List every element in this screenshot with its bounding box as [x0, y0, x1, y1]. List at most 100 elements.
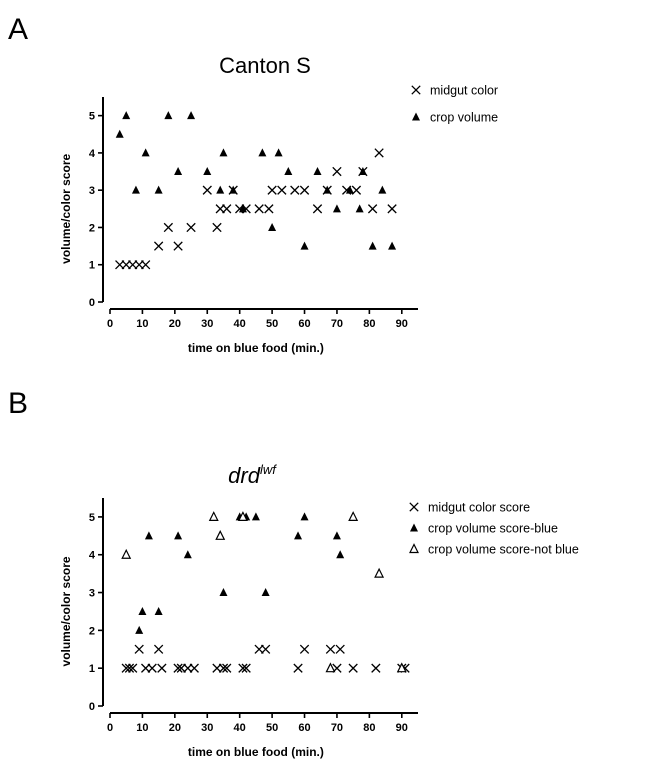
y-axis-label: volume/color score: [59, 153, 73, 263]
y-tick-label: 4: [89, 550, 96, 562]
data-point: [388, 241, 397, 250]
x-tick-label: 0: [107, 318, 113, 330]
data-point: [219, 148, 228, 157]
data-point: [336, 550, 345, 559]
x-tick-label: 60: [298, 318, 310, 330]
data-point: [264, 204, 274, 214]
x-tick-label: 50: [266, 318, 278, 330]
data-point: [216, 185, 225, 194]
data-point: [153, 241, 164, 251]
data-point: [144, 531, 153, 540]
data-point: [313, 167, 322, 176]
y-tick-label: 2: [89, 625, 95, 637]
y-tick-label: 3: [89, 588, 95, 600]
x-tick-label: 30: [201, 722, 213, 734]
data-point: [367, 204, 378, 214]
data-point: [300, 512, 309, 521]
x-tick-label: 40: [234, 722, 246, 734]
data-point: [261, 588, 270, 597]
x-tick-label: 80: [363, 722, 375, 734]
legend-entry: crop volume score-blue: [410, 522, 558, 536]
data-point: [345, 185, 354, 194]
data-point: [387, 204, 397, 214]
data-point: [121, 548, 132, 559]
data-point: [189, 663, 199, 673]
data-point: [173, 241, 183, 251]
data-point: [219, 588, 228, 597]
data-point: [222, 663, 232, 673]
data-point: [374, 148, 384, 158]
legend-entry: midgut color score: [409, 501, 530, 515]
panel-b-legend: midgut color score crop volume score-blue…: [409, 501, 579, 557]
data-point: [258, 148, 267, 157]
data-point: [154, 185, 163, 194]
data-point: [378, 185, 387, 194]
panel-letter-a: A: [8, 13, 28, 46]
data-point: [267, 185, 277, 195]
data-point: [260, 644, 271, 654]
data-point: [173, 663, 183, 673]
panel-a-title: Canton S: [219, 53, 311, 78]
x-tick-label: 70: [331, 722, 343, 734]
data-point: [348, 511, 359, 522]
data-point: [203, 167, 212, 176]
series-2: [135, 512, 345, 634]
data-point: [312, 204, 323, 214]
series-1: [121, 644, 410, 673]
data-point: [254, 204, 264, 214]
series-1: [115, 148, 397, 270]
legend-marker: [411, 85, 421, 95]
x-tick-label: 0: [107, 722, 113, 734]
legend-label: crop volume score-not blue: [428, 543, 579, 557]
data-point: [186, 222, 196, 233]
legend-marker: [410, 523, 418, 532]
data-point: [128, 663, 138, 673]
data-point: [237, 511, 248, 522]
data-point: [229, 185, 238, 194]
data-point: [299, 644, 310, 654]
panel-a-legend: midgut color crop volume: [411, 84, 498, 125]
data-point: [332, 204, 341, 213]
data-point: [335, 644, 345, 654]
data-point: [135, 625, 144, 634]
data-point: [277, 185, 287, 195]
panel-letter-b: B: [8, 387, 28, 420]
data-point: [163, 222, 174, 233]
y-tick-label: 5: [89, 111, 95, 123]
x-axis-label: time on blue food (min.): [188, 745, 324, 759]
data-point: [351, 185, 362, 195]
y-tick-label: 2: [89, 222, 95, 234]
legend-entry: crop volume score-not blue: [409, 543, 579, 557]
y-tick-label: 4: [89, 148, 96, 160]
data-point: [299, 185, 310, 195]
y-tick-label: 0: [89, 297, 95, 309]
data-point: [174, 167, 183, 176]
data-point: [141, 260, 151, 270]
y-tick-label: 5: [89, 512, 95, 524]
x-tick-label: 90: [396, 722, 408, 734]
x-tick-label: 90: [396, 318, 408, 330]
data-point: [222, 204, 232, 214]
data-point: [241, 663, 251, 673]
data-point: [122, 111, 131, 120]
data-point: [325, 644, 336, 654]
data-point: [138, 606, 147, 615]
data-point: [274, 148, 283, 157]
data-point: [355, 204, 364, 213]
x-tick-label: 60: [298, 722, 310, 734]
panel-b-title: drdlwf: [228, 462, 277, 488]
data-point: [268, 222, 277, 231]
data-point: [134, 644, 144, 654]
legend-label: crop volume score-blue: [428, 522, 558, 536]
panel-b-title-superscript: lwf: [260, 462, 277, 477]
x-tick-label: 30: [201, 318, 213, 330]
data-point: [202, 185, 212, 195]
data-point: [323, 185, 332, 194]
legend-marker: [412, 112, 420, 121]
data-point: [251, 512, 260, 521]
legend-label: crop volume: [430, 111, 498, 125]
data-point: [396, 662, 407, 673]
data-point: [124, 663, 135, 673]
